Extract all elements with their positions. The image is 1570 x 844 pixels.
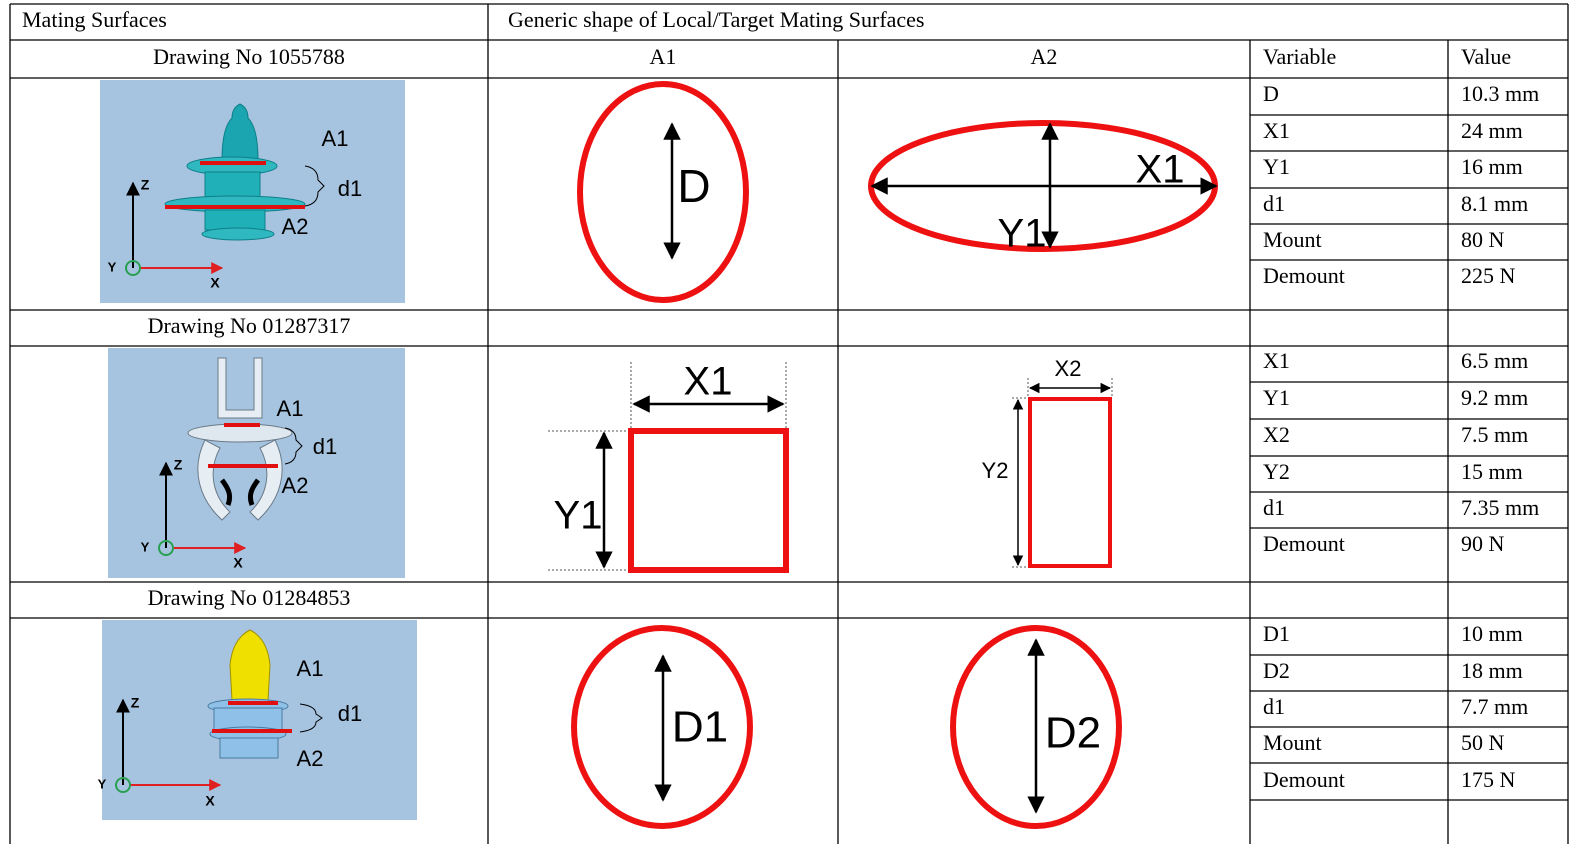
image-label: A2 [297, 746, 324, 771]
shape-a2 [1012, 378, 1113, 568]
variable-value: 225 N [1461, 263, 1516, 288]
drawing-number: Drawing No 01284853 [148, 585, 351, 610]
image-label: Z [174, 457, 183, 473]
column-header: A2 [1031, 44, 1058, 69]
variable-value: 16 mm [1461, 154, 1523, 179]
variable-name: Mount [1263, 730, 1322, 755]
image-label: X [210, 275, 220, 291]
image-label: Y [98, 776, 107, 791]
variable-value: 10 mm [1461, 621, 1523, 646]
shape-a1 [548, 362, 789, 573]
shape-label: X2 [1055, 356, 1082, 381]
header-cell: Mating Surfaces [22, 7, 167, 32]
shape-label: Y1 [998, 212, 1047, 256]
variable-value: 90 N [1461, 531, 1505, 556]
part-image [102, 620, 417, 820]
variable-name: X1 [1263, 348, 1290, 373]
variable-value: 7.35 mm [1461, 495, 1539, 520]
image-label: d1 [338, 176, 362, 201]
shape-label: D1 [672, 703, 728, 752]
variable-value: 18 mm [1461, 658, 1523, 683]
variable-name: D [1263, 81, 1279, 106]
shape-label: D2 [1045, 709, 1101, 758]
variable-name: D1 [1263, 621, 1290, 646]
variable-value: 80 N [1461, 227, 1505, 252]
column-header: A1 [650, 44, 677, 69]
variable-name: D2 [1263, 658, 1290, 683]
variable-value: 15 mm [1461, 459, 1523, 484]
image-label: A1 [322, 126, 349, 151]
variable-value: 6.5 mm [1461, 348, 1528, 373]
variable-name: Y1 [1263, 154, 1290, 179]
image-label: Z [141, 177, 150, 193]
part-image [100, 80, 405, 303]
variable-name: Demount [1263, 531, 1345, 556]
header-cell: Generic shape of Local/Target Mating Sur… [508, 7, 925, 32]
column-header: Variable [1263, 44, 1336, 69]
variable-value: 10.3 mm [1461, 81, 1539, 106]
image-label: X [233, 555, 243, 571]
part-image [108, 348, 405, 578]
variable-name: X1 [1263, 118, 1290, 143]
variable-value: 50 N [1461, 730, 1505, 755]
variable-name: d1 [1263, 495, 1285, 520]
variable-value: 7.5 mm [1461, 422, 1528, 447]
image-label: A1 [277, 396, 304, 421]
variable-name: Y2 [1263, 459, 1290, 484]
image-label: d1 [313, 434, 337, 459]
variable-name: d1 [1263, 191, 1285, 216]
shape-label: X1 [684, 360, 733, 404]
shape-a1 [571, 625, 753, 829]
variable-value: 7.7 mm [1461, 694, 1528, 719]
variable-name: X2 [1263, 422, 1290, 447]
image-label: A1 [297, 656, 324, 681]
variable-name: Mount [1263, 227, 1322, 252]
shape-label: Y1 [554, 494, 603, 538]
variable-name: d1 [1263, 694, 1285, 719]
shape-label: D [677, 160, 710, 212]
image-label: Y [141, 539, 150, 554]
variable-name: Y1 [1263, 385, 1290, 410]
image-label: A2 [282, 473, 309, 498]
image-label: X [205, 793, 215, 809]
image-label: A2 [282, 214, 309, 239]
shape-a2 [868, 120, 1218, 252]
variable-value: 8.1 mm [1461, 191, 1528, 216]
table-grid [9, 3, 1569, 844]
drawing-number: Drawing No 1055788 [153, 44, 345, 69]
variable-value: 9.2 mm [1461, 385, 1528, 410]
image-label: d1 [338, 701, 362, 726]
variable-name: Demount [1263, 263, 1345, 288]
shape-a2 [950, 625, 1122, 829]
image-label: Y [108, 259, 117, 274]
shape-label: Y2 [982, 458, 1009, 483]
shape-a1 [577, 81, 749, 303]
drawing-number: Drawing No 01287317 [148, 313, 351, 338]
variable-name: Demount [1263, 767, 1345, 792]
image-label: Z [131, 695, 140, 711]
variable-value: 175 N [1461, 767, 1516, 792]
shape-label: X1 [1136, 148, 1185, 192]
variable-value: 24 mm [1461, 118, 1523, 143]
column-header: Value [1461, 44, 1511, 69]
